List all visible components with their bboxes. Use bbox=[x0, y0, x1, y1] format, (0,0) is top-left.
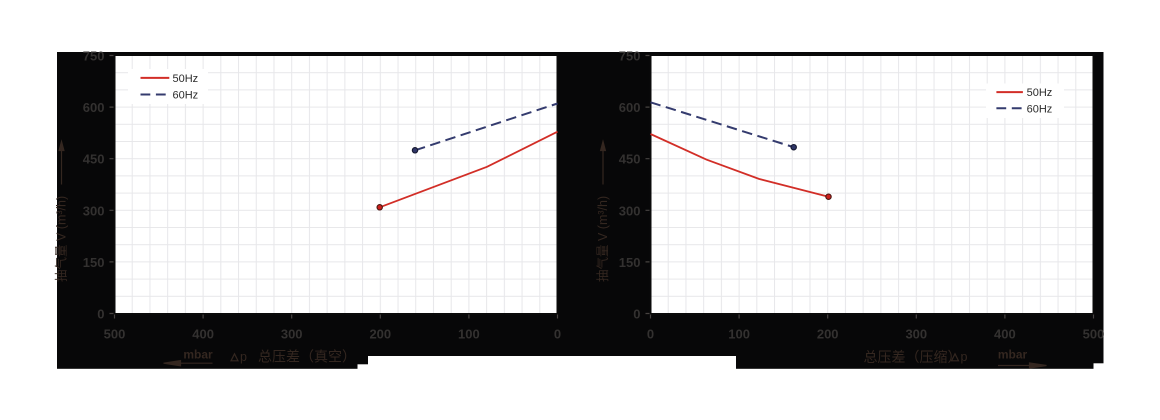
svg-text:600: 600 bbox=[83, 100, 105, 115]
svg-text:150: 150 bbox=[619, 255, 641, 270]
svg-text:600: 600 bbox=[619, 100, 641, 115]
svg-text:p: p bbox=[961, 350, 968, 364]
svg-text:抽气量 V (m³/h): 抽气量 V (m³/h) bbox=[595, 196, 610, 282]
svg-text:0: 0 bbox=[647, 327, 654, 342]
svg-text:60Hz: 60Hz bbox=[173, 90, 199, 102]
svg-text:0: 0 bbox=[97, 307, 104, 322]
svg-text:500: 500 bbox=[1083, 327, 1105, 342]
svg-text:750: 750 bbox=[83, 49, 105, 64]
svg-text:200: 200 bbox=[369, 327, 391, 342]
svg-text:500: 500 bbox=[104, 327, 126, 342]
svg-text:400: 400 bbox=[192, 327, 214, 342]
svg-text:0: 0 bbox=[633, 307, 640, 322]
svg-text:450: 450 bbox=[83, 152, 105, 167]
svg-text:450: 450 bbox=[619, 152, 641, 167]
svg-text:50Hz: 50Hz bbox=[1027, 87, 1053, 99]
svg-text:400: 400 bbox=[994, 327, 1016, 342]
svg-text:300: 300 bbox=[619, 203, 641, 218]
svg-text:抽气量 V (m³/h): 抽气量 V (m³/h) bbox=[53, 196, 68, 282]
svg-text:100: 100 bbox=[728, 327, 750, 342]
svg-text:p: p bbox=[240, 350, 247, 364]
svg-text:300: 300 bbox=[83, 203, 105, 218]
svg-text:50Hz: 50Hz bbox=[173, 73, 199, 85]
svg-text:mbar: mbar bbox=[998, 348, 1028, 362]
svg-text:200: 200 bbox=[817, 327, 839, 342]
svg-text:150: 150 bbox=[83, 255, 105, 270]
svg-text:0: 0 bbox=[554, 327, 561, 342]
svg-text:总压差（压缩）: 总压差（压缩） bbox=[864, 349, 962, 365]
svg-text:100: 100 bbox=[458, 327, 480, 342]
svg-text:mbar: mbar bbox=[183, 348, 213, 362]
svg-text:750: 750 bbox=[619, 49, 641, 64]
svg-text:总压差（真空）: 总压差（真空） bbox=[258, 349, 356, 365]
svg-text:60Hz: 60Hz bbox=[1027, 103, 1053, 115]
svg-text:300: 300 bbox=[905, 327, 927, 342]
svg-text:300: 300 bbox=[281, 327, 303, 342]
